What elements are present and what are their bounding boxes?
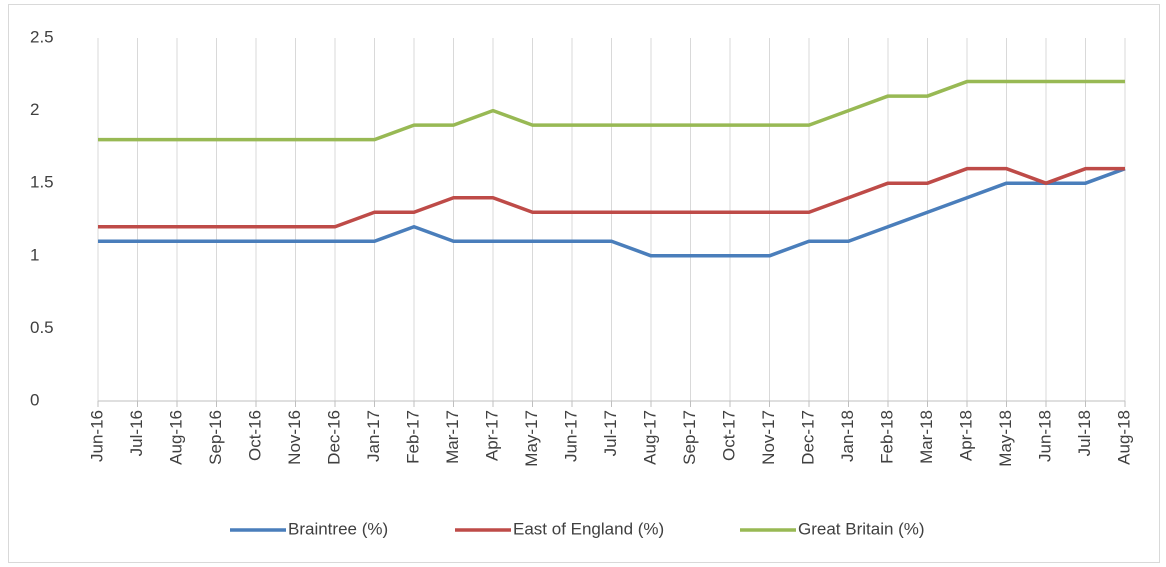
y-tick-label: 2.5 [30, 27, 54, 46]
x-tick-label: Apr-18 [956, 410, 975, 461]
legend-label: Great Britain (%) [798, 519, 925, 538]
x-tick-label: Oct-17 [719, 410, 738, 461]
x-tick-label: Aug-17 [640, 410, 659, 465]
x-tick-label: Jul-17 [601, 410, 620, 456]
legend-label: Braintree (%) [288, 519, 388, 538]
x-tick-label: Jan-18 [838, 410, 857, 462]
y-tick-label: 2 [30, 100, 39, 119]
x-tick-label: Nov-17 [759, 410, 778, 465]
x-tick-label: Sep-16 [206, 410, 225, 465]
x-tick-label: May-17 [522, 410, 541, 467]
series-line [98, 79, 1125, 142]
x-tick-label: Sep-17 [680, 410, 699, 465]
x-tick-label: Jun-18 [1035, 410, 1054, 462]
x-tick-label: Jun-17 [561, 410, 580, 462]
x-tick-label: Jan-17 [364, 410, 383, 462]
x-tick-label: Apr-17 [482, 410, 501, 461]
series-line [98, 167, 1126, 258]
x-tick-label: Mar-17 [443, 410, 462, 464]
x-tick-label: Jul-18 [1075, 410, 1094, 456]
x-tick-label: Nov-16 [285, 410, 304, 465]
series-line [98, 166, 1125, 229]
x-tick-label: Mar-18 [917, 410, 936, 464]
x-tick-label: Aug-16 [166, 410, 185, 465]
y-tick-label: 0.5 [30, 318, 54, 337]
y-tick-label: 1.5 [30, 173, 54, 192]
x-tick-label: May-18 [996, 410, 1015, 467]
y-tick-label: 1 [30, 245, 39, 264]
x-tick-label: Dec-16 [324, 410, 343, 465]
x-tick-label: Feb-17 [403, 410, 422, 464]
x-tick-label: Oct-16 [245, 410, 264, 461]
x-tick-label: Dec-17 [798, 410, 817, 465]
chart-border [8, 4, 1160, 563]
legend-label: East of England (%) [513, 519, 664, 538]
y-tick-label: 0 [30, 390, 39, 409]
x-tick-label: Jul-16 [127, 410, 146, 456]
x-tick-label: Feb-18 [877, 410, 896, 464]
x-tick-label: Jun-16 [87, 410, 106, 462]
x-tick-label: Aug-18 [1114, 410, 1133, 465]
